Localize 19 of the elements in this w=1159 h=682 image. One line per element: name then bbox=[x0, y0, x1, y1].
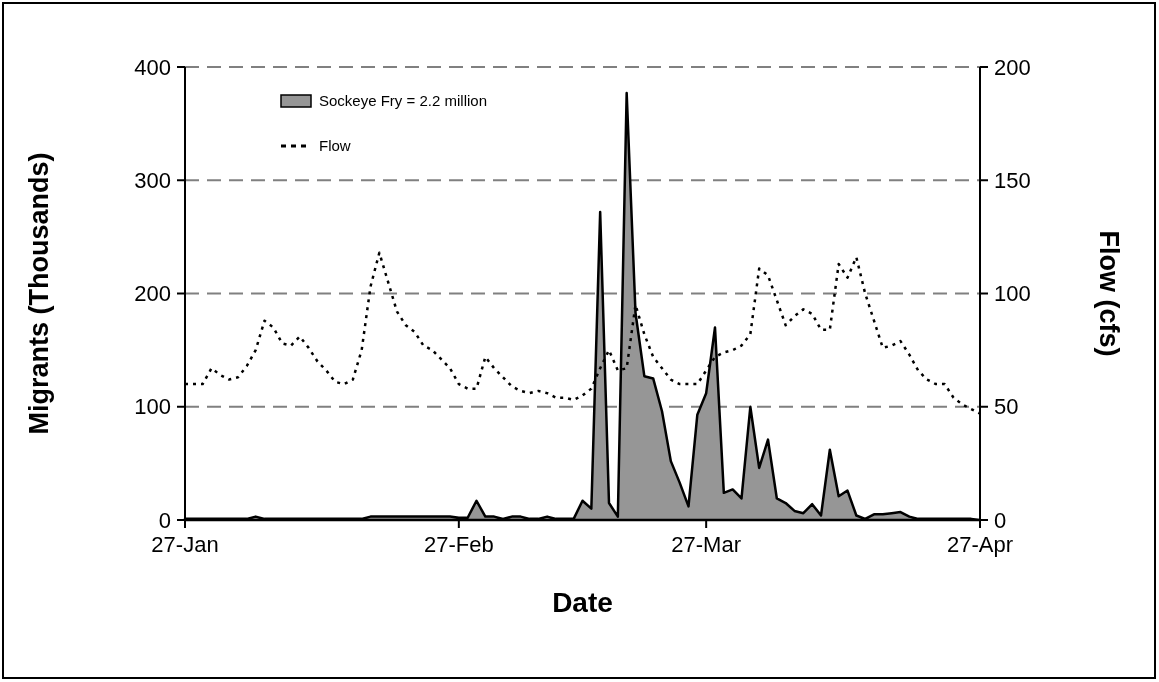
x-tick-label: 27-Mar bbox=[671, 532, 742, 557]
x-axis-title: Date bbox=[552, 587, 613, 618]
y2-tick-label: 0 bbox=[994, 507, 1007, 533]
y2-axis-title: Flow (cfs) bbox=[1094, 230, 1124, 357]
y-tick-label: 300 bbox=[134, 167, 171, 193]
legend-label: Flow bbox=[319, 137, 351, 155]
y-axis-title: Migrants (Thousands) bbox=[24, 152, 54, 435]
legend-label: Sockeye Fry = 2.2 million bbox=[319, 92, 487, 110]
y-tick-label: 0 bbox=[158, 507, 171, 533]
y2-tick-label: 200 bbox=[994, 54, 1031, 80]
x-tick-label: 27-Apr bbox=[946, 532, 1014, 557]
y-tick-label: 400 bbox=[134, 54, 171, 80]
x-tick-label: 27-Jan bbox=[151, 532, 219, 557]
y-tick-label: 100 bbox=[134, 394, 171, 420]
x-tick-label: 27-Feb bbox=[423, 532, 494, 557]
y2-tick-label: 150 bbox=[994, 167, 1031, 193]
y-tick-label: 200 bbox=[134, 281, 171, 307]
y2-tick-label: 100 bbox=[994, 281, 1031, 307]
y2-tick-label: 50 bbox=[994, 394, 1019, 420]
